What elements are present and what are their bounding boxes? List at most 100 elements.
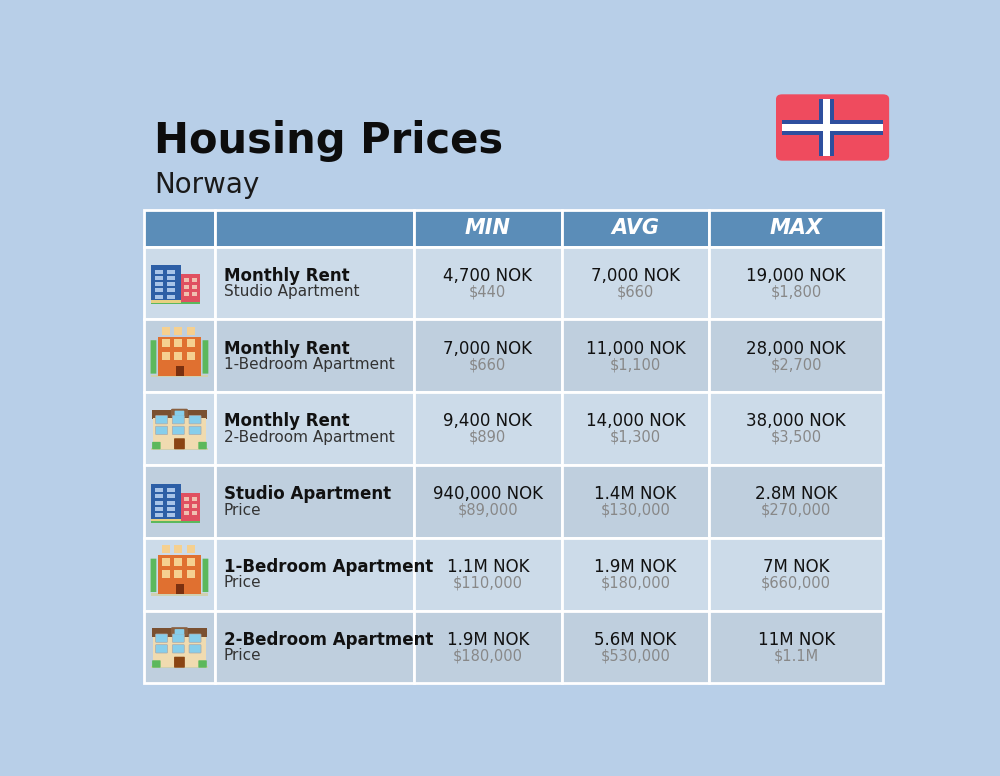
FancyBboxPatch shape (151, 667, 208, 668)
FancyBboxPatch shape (174, 352, 182, 360)
FancyBboxPatch shape (776, 95, 889, 161)
Text: 7M NOK: 7M NOK (763, 558, 829, 576)
FancyBboxPatch shape (215, 465, 414, 538)
FancyBboxPatch shape (167, 295, 175, 299)
Text: 7,000 NOK: 7,000 NOK (591, 267, 680, 285)
FancyBboxPatch shape (709, 392, 883, 465)
Text: $89,000: $89,000 (457, 503, 518, 518)
FancyBboxPatch shape (172, 426, 184, 435)
Text: 1-Bedroom Apartment: 1-Bedroom Apartment (224, 357, 395, 372)
FancyBboxPatch shape (174, 438, 185, 449)
FancyBboxPatch shape (144, 247, 215, 320)
Text: $660,000: $660,000 (761, 576, 831, 591)
FancyBboxPatch shape (144, 611, 215, 684)
FancyBboxPatch shape (562, 247, 709, 320)
Text: Studio Apartment: Studio Apartment (224, 284, 359, 300)
FancyBboxPatch shape (155, 276, 163, 280)
FancyBboxPatch shape (167, 494, 175, 498)
Text: Monthly Rent: Monthly Rent (224, 267, 349, 285)
FancyBboxPatch shape (167, 289, 175, 293)
FancyBboxPatch shape (152, 442, 161, 449)
Text: 5.6M NOK: 5.6M NOK (594, 631, 677, 649)
Text: 1.9M NOK: 1.9M NOK (594, 558, 677, 576)
Text: MAX: MAX (770, 218, 823, 238)
FancyBboxPatch shape (162, 558, 170, 566)
Text: 1-Bedroom Apartment: 1-Bedroom Apartment (224, 558, 433, 576)
FancyBboxPatch shape (151, 302, 200, 304)
Text: $1,100: $1,100 (610, 357, 661, 372)
FancyBboxPatch shape (562, 210, 709, 247)
FancyBboxPatch shape (187, 327, 195, 335)
Text: 14,000 NOK: 14,000 NOK (586, 412, 685, 431)
FancyBboxPatch shape (192, 504, 197, 508)
FancyBboxPatch shape (151, 519, 181, 521)
FancyBboxPatch shape (189, 645, 201, 653)
FancyBboxPatch shape (562, 392, 709, 465)
FancyBboxPatch shape (176, 584, 184, 594)
FancyBboxPatch shape (174, 339, 182, 348)
FancyBboxPatch shape (174, 546, 182, 553)
FancyBboxPatch shape (192, 286, 197, 289)
FancyBboxPatch shape (709, 611, 883, 684)
FancyBboxPatch shape (709, 465, 883, 538)
Text: 9,400 NOK: 9,400 NOK (443, 412, 532, 431)
FancyBboxPatch shape (215, 320, 414, 392)
Text: 940,000 NOK: 940,000 NOK (433, 485, 543, 503)
FancyBboxPatch shape (155, 494, 163, 498)
FancyBboxPatch shape (198, 442, 207, 449)
FancyBboxPatch shape (782, 123, 883, 131)
FancyBboxPatch shape (151, 559, 156, 592)
Text: 28,000 NOK: 28,000 NOK (746, 340, 846, 358)
FancyBboxPatch shape (155, 295, 163, 299)
FancyBboxPatch shape (152, 629, 207, 637)
FancyBboxPatch shape (167, 513, 175, 517)
FancyBboxPatch shape (151, 448, 208, 450)
FancyBboxPatch shape (215, 210, 414, 247)
FancyBboxPatch shape (158, 555, 201, 594)
Text: 1.9M NOK: 1.9M NOK (447, 631, 529, 649)
FancyBboxPatch shape (176, 366, 184, 376)
FancyBboxPatch shape (184, 293, 189, 296)
FancyBboxPatch shape (187, 558, 195, 566)
FancyBboxPatch shape (215, 247, 414, 320)
Text: $2,700: $2,700 (770, 357, 822, 372)
Text: $270,000: $270,000 (761, 503, 831, 518)
FancyBboxPatch shape (562, 538, 709, 611)
FancyBboxPatch shape (414, 320, 562, 392)
Text: AVG: AVG (612, 218, 660, 238)
FancyBboxPatch shape (144, 392, 215, 465)
FancyBboxPatch shape (562, 320, 709, 392)
FancyBboxPatch shape (167, 282, 175, 286)
FancyBboxPatch shape (156, 426, 168, 435)
FancyBboxPatch shape (167, 501, 175, 504)
FancyBboxPatch shape (172, 634, 184, 643)
FancyBboxPatch shape (155, 513, 163, 517)
Text: 2-Bedroom Apartment: 2-Bedroom Apartment (224, 430, 395, 445)
Text: $1.1M: $1.1M (774, 648, 819, 663)
FancyBboxPatch shape (414, 247, 562, 320)
FancyBboxPatch shape (187, 352, 195, 360)
FancyBboxPatch shape (151, 340, 156, 373)
Text: $180,000: $180,000 (453, 648, 523, 663)
FancyBboxPatch shape (171, 627, 188, 636)
FancyBboxPatch shape (819, 99, 834, 156)
FancyBboxPatch shape (184, 511, 189, 514)
FancyBboxPatch shape (162, 339, 170, 348)
Text: Monthly Rent: Monthly Rent (224, 412, 349, 431)
Text: 2.8M NOK: 2.8M NOK (755, 485, 837, 503)
FancyBboxPatch shape (709, 210, 883, 247)
FancyBboxPatch shape (184, 504, 189, 508)
FancyBboxPatch shape (187, 339, 195, 348)
Text: 7,000 NOK: 7,000 NOK (443, 340, 532, 358)
FancyBboxPatch shape (709, 538, 883, 611)
FancyBboxPatch shape (181, 493, 200, 521)
FancyBboxPatch shape (174, 570, 182, 578)
FancyBboxPatch shape (184, 497, 189, 501)
Text: 2-Bedroom Apartment: 2-Bedroom Apartment (224, 631, 433, 649)
Text: Price: Price (224, 648, 261, 663)
FancyBboxPatch shape (203, 559, 208, 592)
FancyBboxPatch shape (562, 465, 709, 538)
Text: $530,000: $530,000 (601, 648, 670, 663)
Text: 4,700 NOK: 4,700 NOK (443, 267, 532, 285)
FancyBboxPatch shape (162, 327, 170, 335)
